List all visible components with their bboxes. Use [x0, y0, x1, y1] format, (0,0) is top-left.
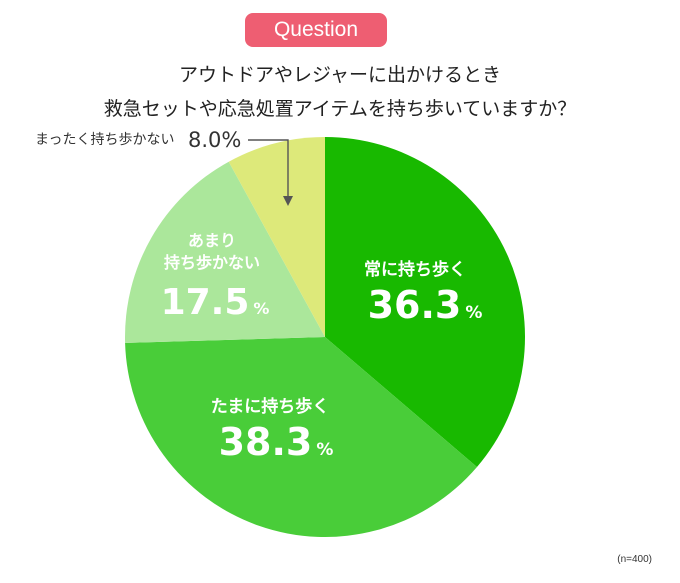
slice-label-3b: 持ち歩かない: [164, 253, 260, 272]
leader-arrow: [283, 196, 293, 206]
slice-value-3: 17.5%: [161, 282, 270, 323]
sample-size-note: (n=400): [617, 554, 652, 565]
pie-slice-1: [325, 137, 525, 468]
question-text: アウトドアやレジャーに出かけるとき 救急セットや応急処置アイテムを持ち歩いていま…: [0, 58, 680, 126]
slice-label-4: まったく持ち歩かない: [35, 132, 174, 148]
slice-value-4: 8.0%: [188, 128, 241, 152]
question-badge: Question: [245, 13, 387, 47]
question-line-1: アウトドアやレジャーに出かけるとき: [178, 64, 502, 86]
slice-label-1: 常に持ち歩く: [364, 259, 466, 280]
pie-slice-3: [125, 161, 325, 343]
pie-slice-4: [228, 137, 325, 337]
leader-line: [248, 139, 289, 200]
slice-label-2: たまに持ち歩く: [211, 396, 330, 417]
pie-slices: [125, 137, 525, 537]
slice-label-3a: あまり: [188, 231, 236, 250]
pie-slice-2: [125, 337, 477, 537]
slice-value-2: 38.3%: [219, 420, 334, 464]
slice-value-1: 36.3%: [368, 283, 483, 327]
question-line-2: 救急セットや応急処置アイテムを持ち歩いていますか？: [103, 98, 577, 120]
